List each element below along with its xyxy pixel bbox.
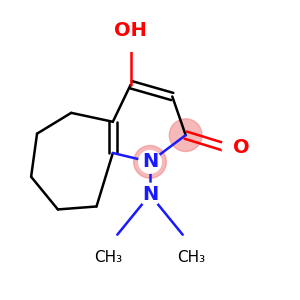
Text: OH: OH bbox=[114, 21, 147, 40]
Circle shape bbox=[169, 119, 202, 152]
Text: CH₃: CH₃ bbox=[94, 250, 122, 265]
Text: O: O bbox=[233, 137, 250, 157]
Text: N: N bbox=[142, 185, 158, 204]
Text: CH₃: CH₃ bbox=[178, 250, 206, 265]
Circle shape bbox=[119, 29, 142, 51]
Text: N: N bbox=[142, 152, 158, 171]
Circle shape bbox=[139, 151, 161, 173]
Circle shape bbox=[139, 183, 161, 206]
Circle shape bbox=[134, 146, 166, 178]
Circle shape bbox=[222, 136, 244, 158]
